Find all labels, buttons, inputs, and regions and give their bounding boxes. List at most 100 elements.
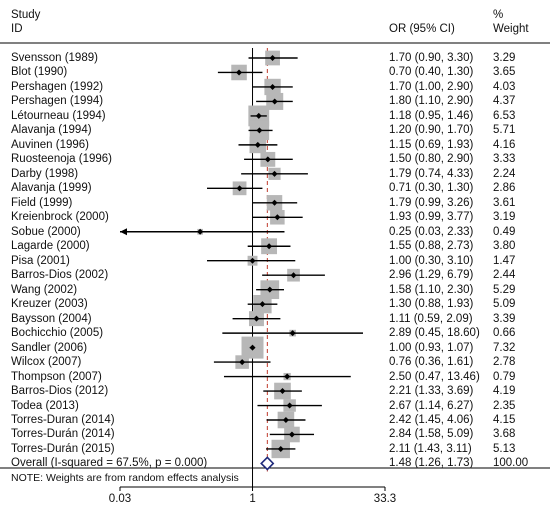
study-or-ci: 1.18 (0.95, 1.46) — [389, 109, 474, 122]
study-weight: 3.19 — [493, 211, 516, 224]
point-estimate — [249, 257, 256, 264]
study-label: Kreuzer (2003) — [11, 298, 88, 311]
study-label: Torres-Duran (2014) — [11, 414, 115, 426]
study-or-ci: 1.80 (1.10, 2.90) — [389, 95, 474, 108]
weights-note: NOTE: Weights are from random effects an… — [11, 472, 239, 484]
header-study: Study ID — [11, 8, 40, 36]
ci-arrow-left — [120, 228, 127, 236]
study-label: Bochicchio (2005) — [11, 327, 104, 340]
study-label: Wang (2002) — [11, 283, 78, 296]
study-or-ci: 0.71 (0.30, 1.30) — [389, 182, 474, 195]
header-effect: OR (95% CI) — [389, 23, 455, 35]
study-or-ci: 0.76 (0.36, 1.61) — [389, 356, 474, 369]
study-or-ci: 1.79 (0.74, 4.33) — [389, 167, 474, 180]
study-or-ci: 1.15 (0.69, 1.93) — [389, 138, 474, 151]
study-or-ci: 1.50 (0.80, 2.90) — [389, 153, 474, 166]
study-or-ci: 1.00 (0.30, 3.10) — [389, 254, 474, 267]
study-label: Todea (2013) — [11, 399, 79, 412]
header-study-line1: Study — [11, 9, 41, 21]
point-estimate — [290, 272, 297, 279]
point-estimate — [269, 55, 276, 61]
study-weight: 5.13 — [493, 442, 516, 455]
point-estimate — [282, 417, 289, 423]
header-study-line2: ID — [11, 23, 23, 35]
study-or-ci: 0.70 (0.40, 1.30) — [389, 66, 474, 79]
point-estimate — [259, 301, 266, 308]
overall-weight: 100.00 — [493, 457, 529, 470]
study-weight: 0.49 — [493, 225, 516, 238]
study-label: Alavanja (1994) — [11, 124, 92, 137]
study-label: Blot (1990) — [11, 66, 68, 79]
study-or-ci: 1.70 (0.90, 3.30) — [389, 52, 474, 64]
point-estimate — [236, 69, 243, 76]
study-label: Wilcox (2007) — [11, 356, 82, 369]
study-weight: 3.65 — [493, 66, 516, 79]
study-label: Kreienbrock (2000) — [11, 211, 109, 224]
header-weight-line2: Weight — [493, 23, 529, 35]
point-estimate — [286, 402, 293, 409]
study-weight: 3.80 — [493, 240, 516, 253]
study-weight: 3.39 — [493, 312, 516, 325]
study-weight: 5.29 — [493, 283, 516, 296]
study-weight: 2.24 — [493, 167, 516, 180]
study-label: Sobue (2000) — [11, 225, 81, 238]
study-weight: 2.44 — [493, 269, 516, 282]
point-estimate — [279, 388, 286, 395]
study-or-ci: 0.25 (0.03, 2.33) — [389, 225, 474, 238]
study-weight: 1.47 — [493, 254, 516, 267]
point-estimate — [274, 214, 281, 221]
study-label: Torres-Durán (2015) — [11, 442, 115, 455]
point-estimate — [266, 286, 273, 293]
study-or-ci: 1.58 (1.10, 2.30) — [389, 283, 474, 296]
study-label: Lagarde (2000) — [11, 240, 90, 253]
study-or-ci: 1.30 (0.88, 1.93) — [389, 298, 474, 311]
study-label: Barros-Dios (2012) — [11, 385, 109, 398]
study-weight: 4.37 — [493, 95, 516, 108]
study-label: Baysson (2004) — [11, 312, 92, 325]
header-weight: % Weight — [493, 8, 529, 36]
point-estimate — [254, 141, 261, 148]
header-weight-line1: % — [493, 9, 504, 21]
study-label: Létourneau (1994) — [11, 109, 106, 122]
study-weight: 0.66 — [493, 327, 516, 340]
point-estimate — [236, 185, 243, 192]
study-label: Pisa (2001) — [11, 254, 70, 267]
study-or-ci: 1.00 (0.93, 1.07) — [389, 341, 474, 354]
point-estimate — [249, 344, 256, 351]
study-label: Svensson (1989) — [11, 52, 98, 64]
point-estimate — [266, 243, 273, 250]
study-or-ci: 2.50 (0.47, 13.46) — [389, 370, 480, 383]
study-or-ci: 1.79 (0.99, 3.26) — [389, 196, 474, 209]
x-axis-tick-label: 33.3 — [373, 493, 397, 505]
study-weight: 4.15 — [493, 414, 516, 426]
study-weight: 4.03 — [493, 80, 516, 93]
study-weight: 2.78 — [493, 356, 516, 369]
study-weight: 3.33 — [493, 153, 516, 166]
study-weight: 4.19 — [493, 385, 516, 398]
point-estimate — [197, 228, 204, 235]
overall-label: Overall (I-squared = 67.5%, p = 0.000) — [11, 457, 208, 470]
study-or-ci: 2.11 (1.43, 3.11) — [389, 442, 472, 455]
study-label: Darby (1998) — [11, 167, 79, 180]
point-estimate — [255, 112, 262, 119]
overall-diamond — [260, 456, 275, 471]
overall-or-ci: 1.48 (1.26, 1.73) — [389, 457, 474, 470]
study-weight: 3.68 — [493, 428, 516, 441]
study-weight: 4.16 — [493, 138, 516, 151]
study-or-ci: 1.55 (0.88, 2.73) — [389, 240, 474, 253]
study-weight: 2.35 — [493, 399, 516, 412]
study-label: Pershagen (1994) — [11, 95, 104, 108]
study-or-ci: 1.93 (0.99, 3.77) — [389, 211, 474, 224]
study-or-ci: 2.42 (1.45, 4.06) — [389, 414, 474, 426]
x-axis-tick-label: 1 — [249, 493, 256, 505]
point-estimate — [289, 330, 296, 337]
study-label: Field (1999) — [11, 196, 73, 209]
point-estimate — [284, 373, 291, 380]
study-label: Thompson (2007) — [11, 370, 102, 383]
study-label: Sandler (2006) — [11, 341, 88, 354]
study-weight: 6.53 — [493, 109, 516, 122]
study-weight: 3.29 — [493, 52, 516, 64]
study-label: Barros-Dios (2002) — [11, 269, 109, 282]
study-weight: 2.86 — [493, 182, 516, 195]
point-estimate — [253, 315, 260, 322]
